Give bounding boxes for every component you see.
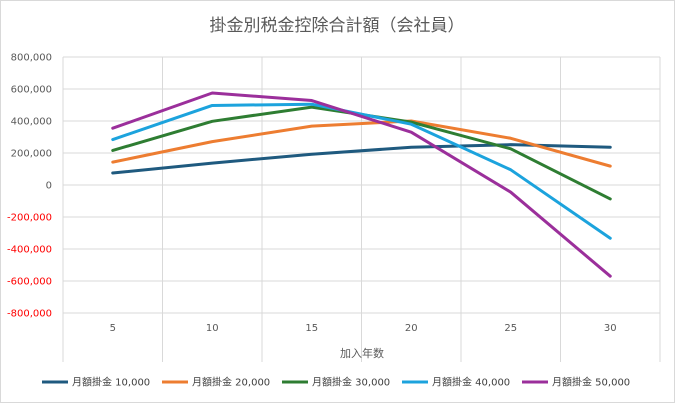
y-axis-ticks: 800,000 600,000 400,000 200,000 0 -200,000 -40… (7, 53, 52, 320)
legend-label: 月額掛金 40,000 (432, 376, 510, 389)
series-line (111, 91, 612, 278)
x-tick-label: 30 (604, 323, 617, 334)
x-tick-label: 10 (206, 323, 219, 334)
y-tick-label: 800,000 (11, 53, 52, 64)
y-tick-label: -800,000 (7, 309, 52, 320)
x-tick-label: 20 (405, 323, 418, 334)
legend: 月額掛金 10,000 月額掛金 20,000 月額掛金 30,000 月額掛金 40… (42, 376, 630, 389)
chart-title: 掛金別税金控除合計額（会社員） (210, 16, 465, 36)
y-tick-label: 600,000 (11, 85, 52, 96)
y-tick-label: -400,000 (7, 245, 52, 256)
y-tick-label: 200,000 (11, 149, 52, 160)
legend-label: 月額掛金 20,000 (192, 376, 270, 389)
legend-label: 月額掛金 10,000 (72, 376, 150, 389)
series-lines (111, 91, 612, 278)
y-tick-label: 400,000 (11, 117, 52, 128)
y-tick-label: 0 (46, 181, 52, 192)
series-line (111, 102, 612, 240)
series-line (111, 119, 612, 168)
legend-label: 月額掛金 30,000 (312, 376, 390, 389)
series-line (111, 143, 612, 175)
y-tick-label: -200,000 (7, 213, 52, 224)
y-tick-label: -600,000 (7, 277, 52, 288)
x-tick-label: 15 (305, 323, 318, 334)
legend-label: 月額掛金 50,000 (552, 376, 630, 389)
x-tick-label: 25 (504, 323, 517, 334)
x-axis: 5 10 15 20 25 30 (62, 57, 661, 362)
x-tick-label: 5 (110, 323, 116, 334)
x-axis-title: 加入年数 (340, 346, 384, 360)
